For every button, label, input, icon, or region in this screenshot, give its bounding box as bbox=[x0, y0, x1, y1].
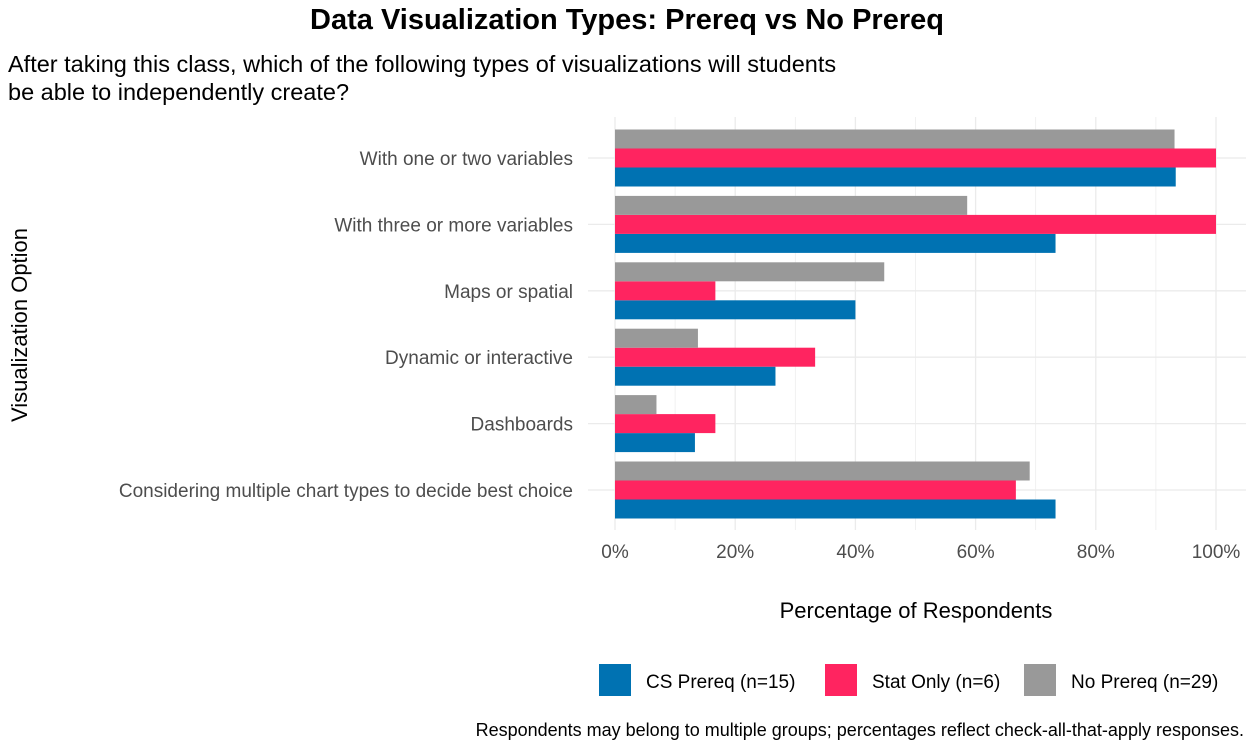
legend: CS Prereq (n=15) Stat Only (n=6) No Prereq… bbox=[599, 664, 1218, 696]
bar bbox=[615, 195, 968, 215]
x-tick-label: 0% bbox=[601, 542, 629, 563]
bar bbox=[615, 414, 716, 434]
bar bbox=[615, 499, 1056, 519]
category-label: Considering multiple chart types to deci… bbox=[119, 481, 573, 502]
x-tick-label: 80% bbox=[1077, 542, 1115, 563]
legend-item: No Prereq (n=29) bbox=[1024, 664, 1218, 696]
legend-label: Stat Only (n=6) bbox=[872, 672, 1000, 693]
category-label: Maps or spatial bbox=[444, 282, 573, 303]
bar bbox=[615, 395, 657, 415]
category-label: Dynamic or interactive bbox=[385, 348, 573, 369]
legend-swatch bbox=[1024, 664, 1056, 696]
category-label: With three or more variables bbox=[334, 215, 573, 236]
category-label: Dashboards bbox=[471, 415, 573, 436]
bar bbox=[615, 433, 695, 453]
x-tick-label: 20% bbox=[716, 542, 754, 563]
chart-caption: Respondents may belong to multiple group… bbox=[475, 720, 1244, 740]
category-labels: With one or two variables With three or m… bbox=[119, 149, 573, 502]
legend-item: Stat Only (n=6) bbox=[825, 664, 1000, 696]
legend-swatch bbox=[825, 664, 857, 696]
legend-label: CS Prereq (n=15) bbox=[646, 672, 795, 693]
bar bbox=[615, 347, 816, 367]
x-tick-labels: 0% 20% 40% 60% 80% 100% bbox=[601, 542, 1240, 563]
x-tick-label: 60% bbox=[957, 542, 995, 563]
bar bbox=[615, 214, 1216, 234]
bar bbox=[615, 148, 1216, 168]
category-label: With one or two variables bbox=[360, 149, 573, 170]
legend-item: CS Prereq (n=15) bbox=[599, 664, 795, 696]
bar bbox=[615, 366, 776, 386]
legend-swatch bbox=[599, 664, 631, 696]
bar bbox=[615, 233, 1056, 253]
chart-subtitle: After taking this class, which of the fo… bbox=[8, 51, 837, 105]
bars bbox=[615, 129, 1216, 519]
bar bbox=[615, 328, 698, 348]
bar bbox=[615, 461, 1030, 481]
y-axis-title: Visualization Option bbox=[7, 228, 32, 422]
bar bbox=[615, 281, 716, 301]
bar bbox=[615, 167, 1176, 187]
x-tick-label: 100% bbox=[1192, 542, 1241, 563]
legend-label: No Prereq (n=29) bbox=[1071, 672, 1218, 693]
x-axis-title: Percentage of Respondents bbox=[780, 598, 1053, 623]
bar bbox=[615, 129, 1175, 149]
chart-title: Data Visualization Types: Prereq vs No P… bbox=[310, 4, 944, 36]
bar bbox=[615, 480, 1016, 500]
bar bbox=[615, 300, 856, 320]
bar bbox=[615, 262, 885, 282]
x-tick-label: 40% bbox=[836, 542, 874, 563]
